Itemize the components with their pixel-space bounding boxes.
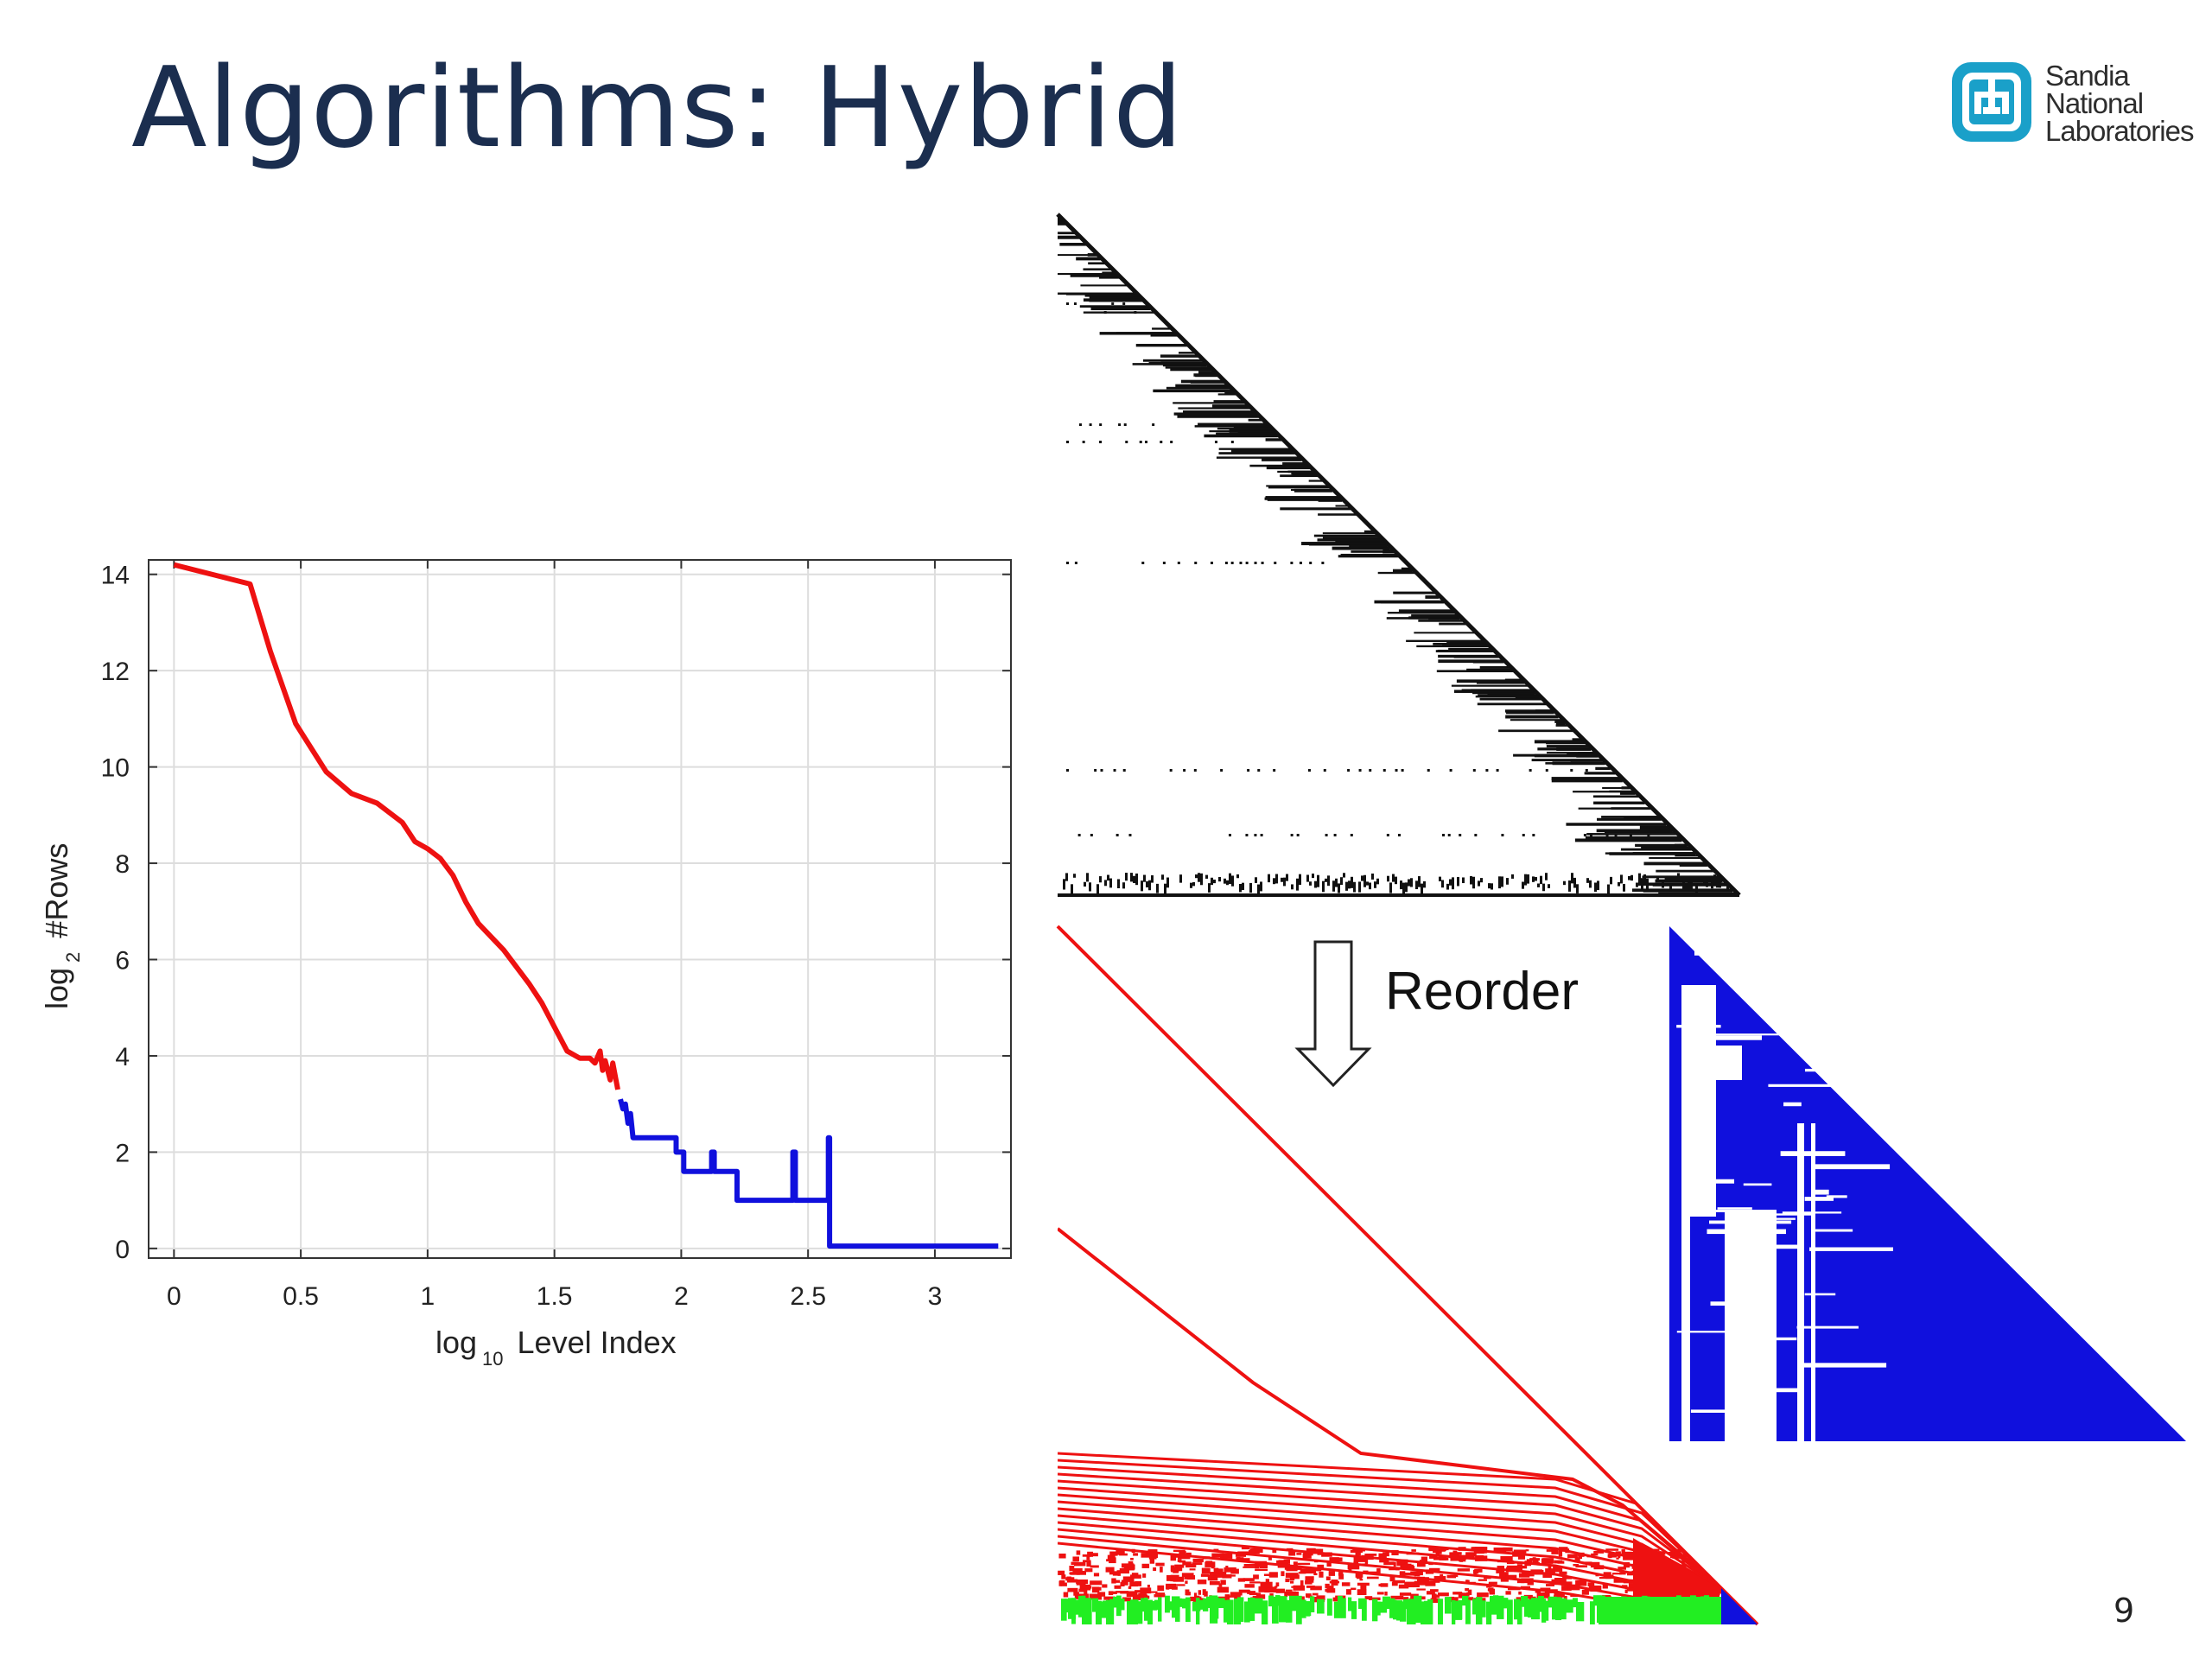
- y-tick-label: 6: [115, 947, 130, 976]
- reorder-arrow-icon: [1294, 940, 1372, 1088]
- reordered-red-green-matrix: [1056, 925, 1759, 1626]
- x-axis-label-rest: Level Index: [518, 1325, 677, 1360]
- y-tick-label: 10: [101, 754, 130, 783]
- page-number: 9: [2113, 1592, 2135, 1630]
- x-tick-label: 0.5: [283, 1282, 319, 1311]
- x-axis-label-sub: 10: [482, 1348, 503, 1370]
- x-axis-label: log 10 Level Index: [435, 1325, 677, 1370]
- y-axis-label-rest: #Rows: [39, 843, 74, 938]
- y-tick-label: 2: [115, 1139, 130, 1167]
- x-tick-label: 3: [928, 1282, 943, 1311]
- y-tick-label: 12: [101, 658, 130, 686]
- y-tick-labels: 0 2 4 6 8 10 12 14: [101, 562, 130, 1264]
- y-tick-label: 4: [115, 1043, 130, 1071]
- x-tick-label: 0: [167, 1282, 181, 1311]
- x-tick-label: 1: [421, 1282, 435, 1311]
- series-line-1: [173, 562, 620, 1090]
- x-tick-label: 1.5: [537, 1282, 573, 1311]
- sandia-wordmark: Sandia National Laboratories: [2045, 60, 2194, 147]
- x-axis-label-main: log: [435, 1325, 477, 1360]
- series-layer: [173, 562, 999, 1249]
- y-tick-label: 8: [115, 850, 130, 879]
- tick-marks: [149, 560, 1011, 1258]
- x-tick-label: 2.5: [790, 1282, 826, 1311]
- y-axis-label: log 2 #Rows: [39, 843, 84, 1009]
- chart-grid: [149, 560, 1011, 1258]
- y-tick-label: 0: [115, 1236, 130, 1264]
- logo-line-laboratories: Laboratories: [2045, 115, 2194, 147]
- slide-title: Algorithms: Hybrid: [131, 44, 1185, 173]
- series-line-2: [618, 1098, 999, 1249]
- plot-frame: [148, 559, 1012, 1259]
- y-axis-label-main: log: [39, 968, 74, 1009]
- logo-line-sandia: Sandia: [2045, 60, 2130, 92]
- x-tick-labels: 0 0.5 1 1.5 2 2.5 3: [167, 1282, 942, 1311]
- reorder-label: Reorder: [1385, 962, 1579, 1021]
- logo-line-national: National: [2045, 87, 2144, 119]
- x-tick-label: 2: [674, 1282, 689, 1311]
- y-tick-label: 14: [101, 562, 130, 590]
- original-sparse-matrix: [1056, 213, 1741, 897]
- blue-dense-matrix: [1669, 926, 2186, 1441]
- sandia-logo: Sandia National Laboratories: [1948, 59, 2194, 154]
- y-axis-label-sub: 2: [62, 952, 84, 963]
- sandia-thunderbird-icon: [1952, 62, 2031, 142]
